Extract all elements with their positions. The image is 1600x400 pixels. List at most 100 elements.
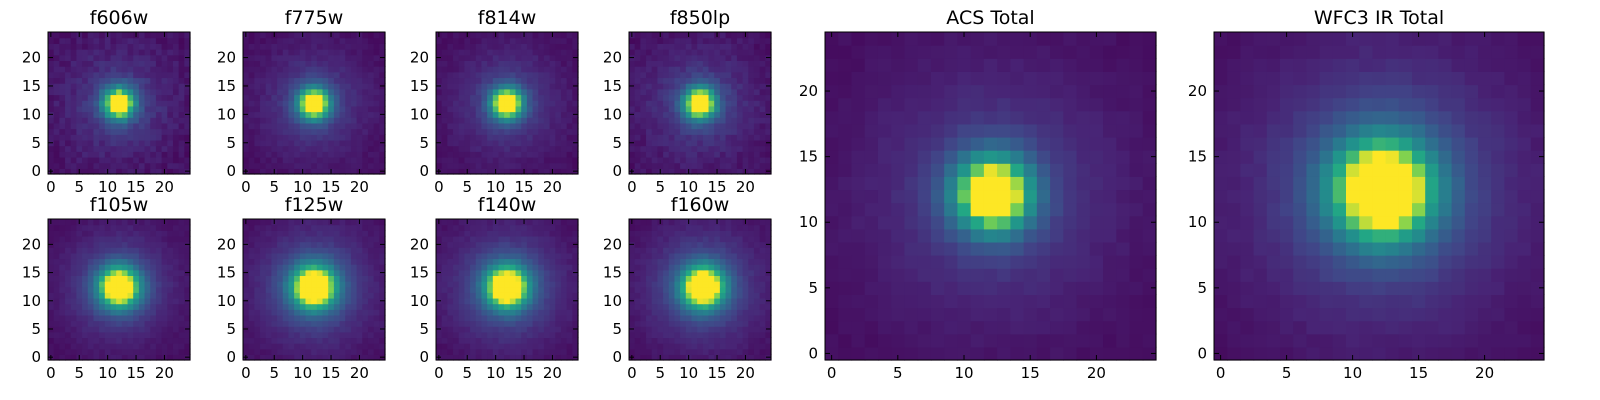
heatmap-cell [155,320,163,327]
heatmap-cell [504,128,511,135]
heatmap-cell [311,230,318,237]
heatmap-cell [379,314,386,322]
heatmap-cell [651,111,658,118]
heatmap-cell [464,275,471,282]
heatmap-cell [538,111,545,118]
heatmap-cell [144,230,151,237]
heatmap-cell [373,219,380,226]
heatmap-cell [464,337,471,344]
heatmap-cell [657,111,664,118]
heatmap-cell [333,77,341,84]
heatmap-cell [265,134,272,141]
heatmap-cell [265,117,272,124]
heatmap-cell [172,258,180,265]
heatmap-cell [322,258,329,265]
heatmap-cell [328,100,335,107]
heatmap-cell [328,343,335,350]
heatmap-cell [87,77,95,84]
heatmap-cell [138,145,146,152]
heatmap-cell [254,219,261,226]
heatmap-cell [436,37,443,44]
heatmap-cell [441,49,448,56]
heatmap-cell [333,162,341,169]
heatmap-cell [379,230,386,237]
heatmap-cell [464,292,471,299]
heatmap-cell [475,94,483,101]
heatmap-cell [127,77,134,84]
heatmap-cell [560,37,568,44]
heatmap-cell [481,354,488,361]
heatmap-cell [277,224,284,231]
heatmap-cell [76,49,83,56]
heatmap-cell [1023,307,1038,322]
heatmap-cell [48,281,55,288]
heatmap-cell [379,49,386,56]
heatmap-cell [322,122,329,130]
heatmap-cell [116,348,123,355]
heatmap-cell [697,134,704,141]
heatmap-cell [543,286,551,293]
heatmap-cell [515,168,522,175]
heatmap-cell [640,151,647,158]
heatmap-cell [838,58,853,72]
heatmap-cell [82,54,89,61]
heatmap-cell [59,275,66,282]
heatmap-cell [566,94,573,101]
heatmap-cell [566,100,573,107]
heatmap-cell [99,117,106,124]
heatmap-cell [167,105,174,113]
heatmap-cell [481,343,488,350]
heatmap-cell [172,235,180,243]
heatmap-cell [150,66,157,73]
heatmap-cell [983,202,998,217]
heatmap-cell [59,337,66,344]
heatmap-cell [453,297,460,305]
heatmap-cell [464,326,471,333]
heatmap-cell [702,32,710,39]
heatmap-cell [1129,110,1144,125]
heatmap-cell [70,297,77,305]
heatmap-cell [277,156,284,164]
heatmap-cell [254,286,261,293]
heatmap-cell [294,145,301,152]
heatmap-cell [87,235,95,243]
heatmap-cell [825,58,839,72]
heatmap-cell [691,83,698,90]
heatmap-cell [470,94,477,101]
heatmap-cell [526,122,534,130]
heatmap-cell [549,309,556,316]
heatmap-cell [697,105,704,113]
heatmap-cell [470,326,477,333]
heatmap-cell [555,156,562,164]
heatmap-cell [184,32,191,39]
heatmap-cell [82,162,89,169]
heatmap-cell [487,49,494,56]
heatmap-cell [663,66,670,73]
heatmap-cell [1142,97,1157,112]
heatmap-cell [572,49,579,56]
heatmap-cell [333,326,341,333]
heatmap-cell [640,49,647,56]
heatmap-cell [243,286,250,293]
heatmap-cell [271,77,278,84]
heatmap-cell [82,111,89,118]
heatmap-cell [305,66,312,73]
heatmap-cell [464,83,471,90]
heatmap-cell [65,128,72,135]
heatmap-cell [458,111,465,118]
heatmap-cell [48,247,55,254]
heatmap-cell [663,128,670,135]
heatmap-cell [714,139,721,147]
heatmap-cell [161,88,168,96]
heatmap-cell [492,297,500,305]
heatmap-cell [277,348,284,355]
heatmap-cell [1050,189,1064,204]
heatmap-cell [504,156,511,164]
heatmap-cell [155,139,163,147]
heatmap-cell [685,105,693,113]
heatmap-cell [1050,346,1064,361]
heatmap-cell [288,320,295,327]
heatmap-cell [997,241,1011,256]
heatmap-cell [498,94,505,101]
heatmap-cell [127,320,134,327]
